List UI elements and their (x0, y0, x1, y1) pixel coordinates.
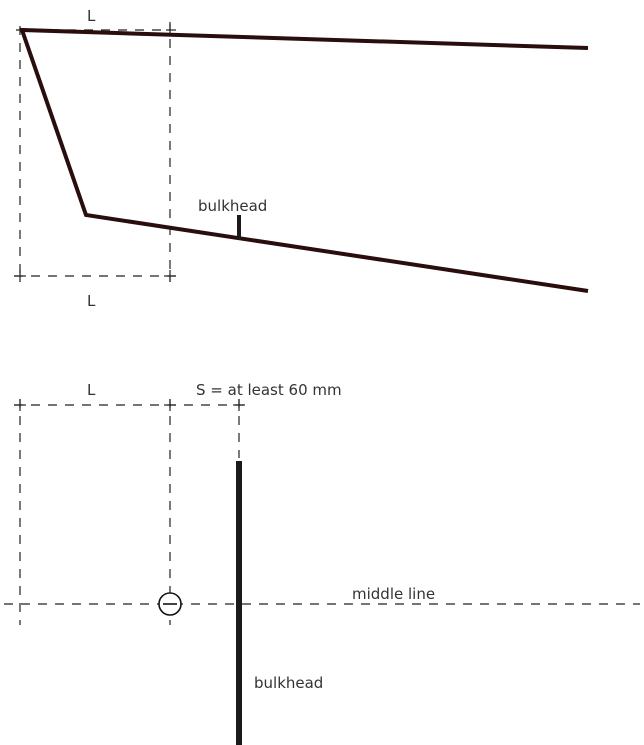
top-length-label-bottom: L (87, 292, 96, 310)
hull-outline (19, 27, 589, 293)
center-marker (158, 592, 182, 616)
top-view: L L bulkhead (14, 7, 589, 310)
top-bulkhead-label: bulkhead (198, 197, 267, 215)
bottom-dimension-box (14, 399, 245, 625)
spacing-label: S = at least 60 mm (196, 381, 342, 399)
bottom-bulkhead-label: bulkhead (254, 674, 323, 692)
bottom-length-label: L (87, 381, 96, 399)
bottom-view: L S = at least 60 mm middle line bulkhea… (4, 381, 640, 745)
middle-line-label: middle line (352, 585, 435, 603)
top-dimension-box (14, 22, 176, 282)
top-length-label-top: L (87, 7, 96, 25)
